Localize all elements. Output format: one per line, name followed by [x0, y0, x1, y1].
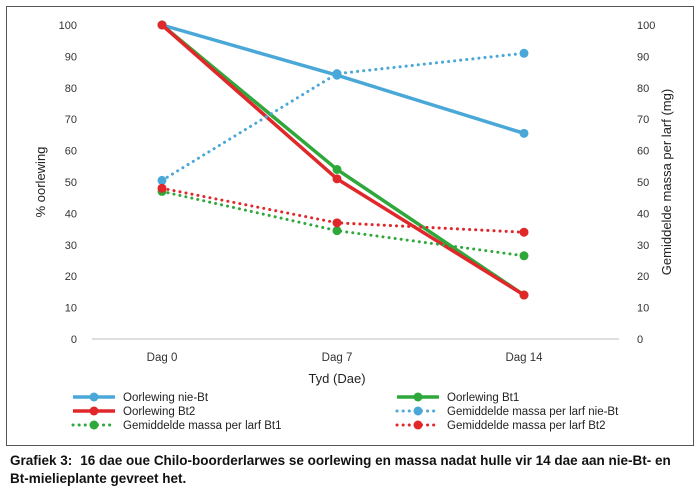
series-line-6 [160, 186, 526, 234]
y-left-tick-label: 50 [65, 177, 77, 189]
series-line-1 [161, 23, 525, 136]
data-point [519, 128, 529, 138]
legend-swatch-marker [413, 420, 423, 430]
y-left-tick-label: 90 [65, 51, 77, 63]
y-left-tick-label: 100 [59, 20, 77, 32]
y-right-tick-label: 100 [637, 20, 655, 32]
y-right-tick-label: 30 [637, 240, 649, 252]
legend-swatch-marker [89, 392, 99, 402]
legend-swatch-marker [89, 420, 99, 430]
data-point [332, 218, 342, 228]
y-right-tick-label: 40 [637, 208, 649, 220]
y-right-tick-label: 80 [637, 83, 649, 95]
caption-number: Grafiek 3: [10, 453, 73, 468]
legend-swatch-marker [413, 406, 423, 416]
x-tick-label: Dag 0 [147, 352, 178, 364]
legend-label: Oorlewing Bt1 [447, 392, 519, 404]
y-right-tick-label: 50 [637, 177, 649, 189]
y-left-axis-title: % oorlewing [33, 147, 48, 218]
data-point [519, 290, 529, 300]
y-left-tick-label: 30 [65, 240, 77, 252]
y-right-tick-label: 70 [637, 114, 649, 126]
series-line-5 [160, 189, 526, 258]
y-left-tick-label: 20 [65, 271, 77, 283]
x-tick-label: Dag 7 [322, 352, 353, 364]
chart-frame: 0 0 10 10 20 20 30 30 40 40 50 50 60 60 70 70 80 80 90 90 10… [6, 6, 694, 446]
data-point [332, 69, 342, 79]
caption-text: 16 dae oue Chilo-boorderlarwes se oorlew… [10, 453, 671, 486]
legend-label: Gemiddelde massa per larf Bt2 [447, 420, 606, 432]
x-tick-label: Dag 14 [505, 352, 543, 364]
legend-label: Oorlewing nie-Bt [123, 392, 209, 404]
figure-caption: Grafiek 3: 16 dae oue Chilo-boorderlarwes… [10, 452, 690, 488]
data-point [332, 174, 342, 184]
data-point [157, 183, 167, 193]
data-point [519, 251, 529, 261]
y-right-tick-label: 20 [637, 271, 649, 283]
data-point [519, 227, 529, 237]
y-left-tick-label: 0 [71, 334, 77, 346]
y-left-tick-label: 40 [65, 208, 77, 220]
y-left-tick-label: 60 [65, 146, 77, 158]
legend-swatch-marker [89, 406, 99, 416]
line-chart: 0 0 10 10 20 20 30 30 40 40 50 50 60 60 70 70 80 80 90 90 10… [33, 20, 674, 432]
series-line-2 [160, 23, 525, 297]
y-left-tick-label: 70 [65, 114, 77, 126]
y-right-tick-label: 90 [637, 51, 649, 63]
y-right-tick-label: 60 [637, 146, 649, 158]
y-left-tick-label: 10 [65, 303, 77, 315]
legend-label: Oorlewing Bt2 [123, 406, 195, 418]
data-point [332, 164, 342, 174]
legend-label: Gemiddelde massa per larf Bt1 [123, 420, 282, 432]
x-axis-title: Tyd (Dae) [308, 371, 365, 386]
series-line-3 [160, 23, 525, 297]
y-right-axis-title: Gemiddelde massa per larf (mg) [659, 89, 674, 275]
y-right-tick-label: 10 [637, 303, 649, 315]
legend-label: Gemiddelde massa per larf nie-Bt [447, 406, 619, 418]
series-line-4 [160, 51, 526, 182]
data-point [519, 48, 529, 58]
data-point [157, 20, 167, 30]
y-left-tick-label: 80 [65, 83, 77, 95]
y-right-tick-label: 0 [637, 334, 643, 346]
data-point [332, 226, 342, 236]
legend-swatch-marker [413, 392, 423, 402]
data-point [157, 175, 167, 185]
